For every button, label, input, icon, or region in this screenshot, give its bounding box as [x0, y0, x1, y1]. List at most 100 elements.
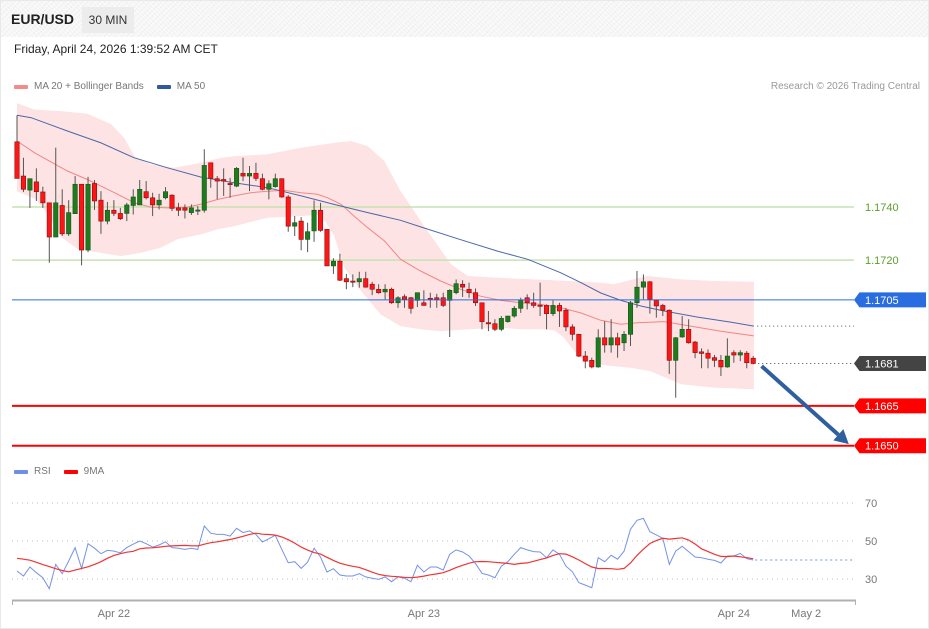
candle[interactable] [724, 338, 730, 368]
legend-item-ma50[interactable]: MA 50 [156, 81, 205, 92]
candle[interactable] [66, 200, 72, 236]
candle[interactable] [117, 207, 123, 221]
candle[interactable] [259, 173, 265, 191]
candle[interactable] [389, 287, 395, 304]
candle[interactable] [111, 200, 117, 217]
candle[interactable] [621, 331, 627, 352]
candle[interactable] [634, 270, 640, 308]
candle[interactable] [20, 157, 26, 192]
candle[interactable] [156, 193, 162, 210]
candle[interactable] [401, 294, 407, 308]
candle[interactable] [556, 302, 562, 327]
candle[interactable] [479, 302, 485, 330]
legend-item-rsi[interactable]: RSI [14, 466, 51, 477]
candle[interactable] [91, 180, 97, 210]
candle[interactable] [660, 303, 666, 317]
candle[interactable] [498, 316, 504, 332]
candle[interactable] [382, 284, 388, 300]
candle[interactable] [130, 189, 136, 215]
candle[interactable] [46, 202, 52, 263]
candle[interactable] [182, 204, 188, 219]
candle[interactable] [208, 162, 214, 188]
candle[interactable] [582, 351, 588, 369]
candle[interactable] [466, 282, 472, 298]
candle[interactable] [511, 305, 517, 318]
candle[interactable] [33, 168, 39, 201]
candle[interactable] [505, 315, 511, 323]
legend-item-9ma[interactable]: 9MA [63, 466, 104, 477]
candle[interactable] [705, 349, 711, 369]
candle[interactable] [666, 309, 672, 374]
candle[interactable] [305, 222, 311, 253]
candle[interactable] [576, 333, 582, 358]
candle[interactable] [569, 324, 575, 341]
candle[interactable] [124, 202, 130, 222]
candle[interactable] [647, 281, 653, 314]
candle[interactable] [14, 115, 20, 179]
candle[interactable] [59, 189, 65, 236]
candle[interactable] [744, 351, 750, 369]
candle[interactable] [369, 281, 375, 296]
candle[interactable] [143, 181, 149, 200]
candle[interactable] [272, 173, 278, 188]
candle[interactable] [330, 258, 336, 274]
candle[interactable] [434, 293, 440, 308]
candle[interactable] [544, 304, 550, 330]
candle[interactable] [246, 165, 252, 192]
candle[interactable] [731, 350, 737, 363]
candle[interactable] [266, 180, 272, 200]
candle[interactable] [27, 178, 33, 208]
candle[interactable] [72, 176, 78, 214]
candle[interactable] [98, 191, 104, 234]
candle[interactable] [376, 284, 382, 294]
candle[interactable] [188, 204, 194, 216]
candle[interactable] [699, 348, 705, 369]
candle[interactable] [737, 350, 743, 362]
candle[interactable] [537, 282, 543, 317]
candle[interactable] [150, 192, 156, 217]
candle[interactable] [653, 299, 659, 318]
candle[interactable] [608, 319, 614, 353]
candle[interactable] [473, 288, 479, 306]
candle[interactable] [40, 186, 46, 208]
candle[interactable] [318, 202, 324, 232]
candle[interactable] [137, 180, 143, 206]
candle[interactable] [337, 253, 343, 282]
candle[interactable] [679, 316, 685, 338]
candle[interactable] [234, 167, 240, 188]
candle[interactable] [104, 202, 110, 225]
candle[interactable] [363, 271, 369, 288]
candle[interactable] [85, 176, 91, 253]
candle[interactable] [324, 229, 330, 267]
candle[interactable] [718, 355, 724, 376]
candle[interactable] [550, 300, 556, 317]
candle[interactable] [292, 216, 298, 236]
candle[interactable] [485, 311, 491, 332]
candle[interactable] [460, 280, 466, 297]
candle[interactable] [453, 279, 459, 295]
candle[interactable] [602, 321, 608, 353]
candle[interactable] [169, 194, 175, 212]
candle[interactable] [253, 162, 259, 182]
candle[interactable] [447, 289, 453, 337]
candle[interactable] [615, 332, 621, 358]
candle[interactable] [595, 329, 601, 368]
candle[interactable] [285, 195, 291, 232]
candle[interactable] [563, 307, 569, 332]
candle[interactable] [298, 217, 304, 251]
candle[interactable] [750, 356, 756, 365]
candle[interactable] [214, 176, 220, 200]
candle[interactable] [53, 147, 59, 238]
candle[interactable] [589, 357, 595, 369]
candle[interactable] [175, 202, 181, 217]
candle[interactable] [673, 336, 679, 398]
timeframe-button[interactable]: 30 MIN [82, 7, 134, 33]
legend-item-ma20-bollinger[interactable]: MA 20 + Bollinger Bands [14, 81, 144, 92]
candle[interactable] [492, 319, 498, 332]
candle[interactable] [356, 271, 362, 288]
candle[interactable] [628, 300, 634, 346]
candle[interactable] [279, 178, 285, 198]
candle[interactable] [227, 177, 233, 198]
candle[interactable] [711, 355, 717, 367]
